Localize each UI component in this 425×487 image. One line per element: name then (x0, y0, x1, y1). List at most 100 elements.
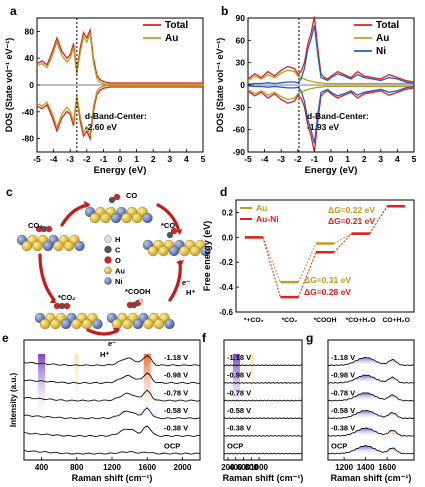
legend-label-d-au: Au (256, 203, 267, 213)
ni-atom (200, 245, 211, 257)
x-tick-label-b: -1 (311, 154, 319, 164)
plot-frame-f (223, 339, 303, 461)
au-atom (71, 318, 82, 330)
y-tick-label-d: -0.4 (219, 283, 233, 292)
spectrum-line-g (327, 356, 415, 367)
legend-atom-label-h: H (115, 235, 120, 244)
y-tick-label-b: 90 (236, 13, 246, 23)
panel-letter-a: a (10, 4, 17, 18)
series-up-total-a (36, 27, 203, 84)
x-tick-label-f: 400 (229, 463, 243, 472)
species-co-ads: *CO (161, 221, 175, 230)
arrowhead-icon (50, 297, 56, 303)
delta-g-auni-lower: ΔG=0.28 eV (304, 287, 351, 297)
x-tick-label-a: -2 (83, 154, 91, 164)
series-up-ni-b (247, 25, 415, 85)
x-tick-label-b: -3 (277, 154, 285, 164)
molecule-cooh (126, 298, 144, 309)
y-tick-label-d: 0.0 (222, 233, 234, 242)
x-tick-label-b: 3 (378, 154, 383, 164)
arrowhead-icon (113, 328, 120, 334)
cycle-arrow-left (38, 253, 56, 302)
x-tick-label-a: -1 (100, 154, 108, 164)
x-tick-label-a: -3 (66, 154, 74, 164)
delta-g-au-lower: ΔG=0.31 eV (304, 275, 351, 285)
series-down-total-a (36, 86, 203, 142)
y-tick-label-d: -0.2 (219, 258, 233, 267)
au-atom (53, 240, 64, 252)
catalyst-slab-bottom-right (106, 312, 175, 330)
plot-frame-g (327, 339, 415, 461)
y-axis-label-a: DOS (State vol⁻¹ eV⁻¹) (4, 38, 14, 133)
au-atom (158, 245, 169, 257)
catalyst-slab-top (84, 206, 153, 224)
catalyst-slab-right (142, 239, 211, 257)
spectrum-line-f (223, 399, 303, 402)
x-tick-label-e: 2000 (174, 463, 192, 472)
x-axis-label-f: Raman shift (cm⁻¹) (223, 473, 304, 483)
panel-letter-g: g (306, 331, 313, 345)
fit-component-blue-g (338, 445, 393, 454)
series-up-au-a (36, 31, 203, 85)
series-down-au-b (247, 85, 414, 101)
arrowhead-icon (84, 201, 90, 208)
fit-component-tan-g (382, 448, 403, 454)
spectrum-label-f: -0.98 V (227, 371, 251, 380)
y-axis-label-d: Free energy (eV) (202, 221, 212, 292)
series-up-total-b (247, 16, 415, 83)
x-tick-label-a: 2 (151, 154, 156, 164)
spectrum-label-e: -0.58 V (164, 406, 188, 415)
species-co2: CO₂ (28, 221, 43, 230)
spectrum-label-g: OCP (331, 441, 347, 450)
x-tick-label-b: 2 (362, 154, 367, 164)
au-atom (32, 240, 43, 252)
spectrum-label-f: -0.78 V (227, 388, 251, 397)
ni-atom (42, 240, 54, 252)
fit-component-blue-g (338, 428, 393, 436)
au-atom (100, 212, 111, 224)
spectrum-line-e (23, 389, 201, 402)
energy-connector-au (262, 237, 281, 283)
ni-atom (92, 318, 103, 330)
annotation-line2-b: -1.93 eV (307, 122, 339, 132)
au-atom (89, 212, 101, 224)
spectrum-line-f (223, 382, 303, 384)
fit-component-tan-g (382, 359, 403, 366)
spectrum-label-e: -0.98 V (164, 371, 188, 380)
cycle-arrow-bottom (86, 328, 120, 336)
x-tick-label-d: *+CO₂ (244, 317, 264, 324)
legend-atom-ni (104, 277, 112, 285)
x-tick-label-f: 800 (245, 463, 259, 472)
legend-atom-label-o: O (115, 256, 121, 265)
panel-letter-e: e (2, 331, 9, 345)
x-tick-label-b: 4 (395, 154, 400, 164)
fit-component-blue-g (338, 357, 393, 366)
spectrum-line-g (327, 409, 415, 420)
arrowhead-icon (176, 260, 184, 266)
ni-atom (110, 212, 122, 224)
y-tick-label-d: 0.2 (222, 208, 234, 217)
molecule-co2-left (35, 225, 53, 233)
x-tick-label-a: 3 (167, 154, 172, 164)
y-tick-label-b: 60 (236, 35, 246, 45)
x-tick-label-b: 1 (345, 154, 350, 164)
electron-label: e⁻ (108, 339, 116, 348)
series-up-au-b (247, 69, 414, 85)
x-axis-label-g: Raman shift (cm⁻¹) (331, 473, 412, 483)
spectrum-label-f: OCP (227, 441, 243, 450)
spectrum-line-g (327, 427, 415, 437)
au-atom (143, 318, 154, 330)
oxygen-atom (113, 193, 121, 201)
x-tick-label-f: 1000 (250, 463, 268, 472)
fit-component-tan-g (382, 430, 403, 436)
species-co2-ads: *CO₂ (58, 293, 76, 302)
x-tick-label-e: 800 (70, 463, 84, 472)
spectrum-line-e (23, 355, 201, 367)
hydrogen-atom (138, 298, 144, 304)
spectrum-line-f (223, 452, 303, 455)
x-tick-label-b: -2 (294, 154, 302, 164)
panel-letter-c: c (6, 185, 13, 199)
spectrum-label-g: -0.98 V (331, 371, 355, 380)
x-tick-label-d: *CO+H₂O (346, 317, 376, 324)
y-tick-label-d: -0.6 (219, 308, 233, 317)
